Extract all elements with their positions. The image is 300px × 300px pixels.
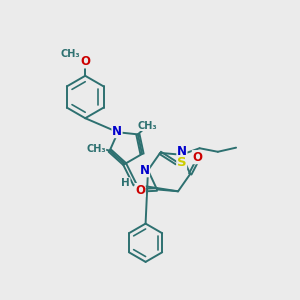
Text: S: S [177, 156, 187, 169]
Text: N: N [140, 164, 149, 177]
Text: N: N [112, 124, 122, 138]
Text: O: O [135, 184, 145, 196]
Text: H: H [121, 178, 130, 188]
Text: CH₃: CH₃ [86, 144, 106, 154]
Text: CH₃: CH₃ [137, 121, 157, 130]
Text: CH₃: CH₃ [61, 49, 80, 59]
Text: O: O [80, 55, 90, 68]
Text: O: O [192, 151, 202, 164]
Text: N: N [177, 145, 187, 158]
